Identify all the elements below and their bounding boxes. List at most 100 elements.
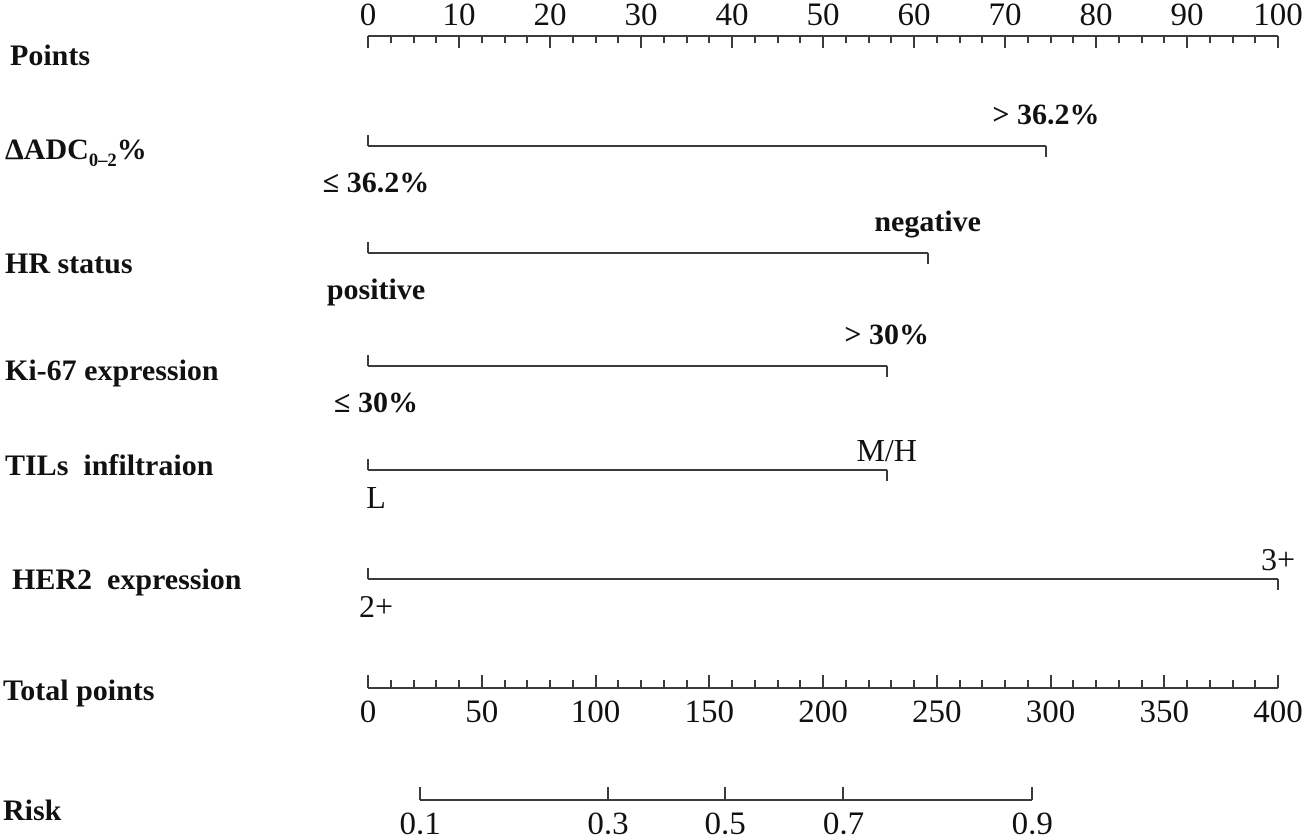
risk-axis-line — [420, 799, 1033, 801]
total-axis-minor-tick — [1004, 680, 1006, 688]
points-axis-major-tick — [731, 36, 733, 48]
row-label-adc-sub: 0–2 — [88, 150, 117, 171]
points-axis-minor-tick — [1231, 36, 1234, 43]
option-label-low: L — [366, 479, 386, 515]
total-axis-major-tick — [1049, 675, 1052, 688]
points-axis-major-tick — [1004, 36, 1006, 48]
predictor-high-tick — [1277, 579, 1279, 590]
risk-axis-tick — [419, 787, 422, 800]
points-axis-minor-tick — [1072, 36, 1075, 43]
risk-axis-tick-label: 0.9 — [1011, 806, 1053, 840]
total-axis-major-tick — [1277, 675, 1279, 688]
predictor-high-tick — [885, 470, 888, 481]
row-label-risk: Risk — [3, 793, 61, 829]
total-axis-tick-label: 200 — [798, 694, 848, 730]
total-axis-minor-tick — [776, 680, 779, 688]
total-axis-minor-tick — [1095, 680, 1097, 688]
predictor-low-tick — [367, 242, 369, 253]
total-axis-minor-tick — [412, 680, 415, 688]
predictor-line — [368, 578, 1278, 580]
points-axis-major-tick — [1186, 36, 1188, 48]
row-label-ki67: Ki-67 expression — [5, 353, 219, 389]
row-label-total-points: Total points — [3, 673, 154, 709]
points-axis-minor-tick — [753, 36, 756, 43]
points-axis-minor-tick — [685, 36, 688, 43]
total-axis-minor-tick — [1026, 680, 1029, 688]
points-axis-tick-label: 100 — [1253, 0, 1303, 33]
total-axis-minor-tick — [503, 680, 506, 688]
total-axis-minor-tick — [981, 680, 984, 688]
row-label-adc-suffix: % — [116, 133, 147, 166]
total-axis-minor-tick — [389, 680, 392, 688]
total-axis-minor-tick — [617, 680, 620, 688]
risk-axis-tick — [1031, 787, 1034, 800]
points-axis-minor-tick — [571, 36, 574, 43]
predictor-low-tick — [367, 355, 369, 366]
points-axis-major-tick — [1095, 36, 1097, 48]
total-axis-minor-tick — [867, 680, 870, 688]
row-label-points-text: Points — [10, 39, 91, 72]
row-label-total-points-text: Total points — [3, 674, 155, 707]
predictor-line — [368, 252, 928, 254]
points-axis-minor-tick — [958, 36, 961, 43]
total-axis-minor-tick — [662, 680, 665, 688]
row-label-adc: ΔADC0–2% — [5, 132, 147, 171]
option-label-low: 2+ — [358, 588, 394, 624]
points-axis-minor-tick — [799, 36, 802, 43]
points-axis-minor-tick — [776, 36, 779, 43]
total-axis-minor-tick — [1072, 680, 1075, 688]
total-axis-minor-tick — [458, 680, 460, 688]
points-axis-tick-label: 60 — [897, 0, 931, 33]
predictor-high-tick — [1044, 146, 1047, 157]
points-axis-minor-tick — [594, 36, 597, 43]
total-axis-minor-tick — [958, 680, 961, 688]
points-axis-major-tick — [822, 36, 824, 48]
total-axis-minor-tick — [1117, 680, 1120, 688]
row-label-tils-text: TILs infiltraion — [5, 449, 214, 482]
option-label-low: positive — [326, 273, 426, 306]
option-label-high: 3+ — [1260, 541, 1296, 577]
total-axis-minor-tick — [640, 680, 642, 688]
points-axis-minor-tick — [412, 36, 415, 43]
total-points-axis-line — [368, 687, 1278, 689]
total-axis-minor-tick — [913, 680, 915, 688]
total-axis-minor-tick — [1254, 680, 1257, 688]
points-axis-tick-label: 70 — [988, 0, 1022, 33]
row-label-her2-text: HER2 expression — [12, 563, 242, 596]
points-axis-tick-label: 40 — [715, 0, 749, 33]
total-axis-tick-label: 0 — [359, 694, 377, 730]
points-axis-tick-label: 10 — [442, 0, 476, 33]
option-label-high: > 30% — [844, 318, 929, 351]
total-axis-tick-label: 100 — [570, 694, 621, 730]
risk-axis-tick — [842, 787, 845, 800]
points-axis-minor-tick — [867, 36, 870, 43]
row-label-hr-status-text: HR status — [5, 247, 133, 280]
points-axis-tick-label: 0 — [359, 0, 377, 33]
option-label-high: > 36.2% — [992, 98, 1100, 131]
total-axis-minor-tick — [549, 680, 551, 688]
total-axis-tick-label: 150 — [684, 694, 735, 730]
points-axis-major-tick — [1277, 36, 1279, 48]
risk-axis-tick-label: 0.1 — [399, 806, 441, 840]
points-axis-minor-tick — [503, 36, 506, 43]
predictor-high-tick — [926, 253, 929, 264]
points-axis-minor-tick — [1208, 36, 1211, 43]
points-axis-minor-tick — [935, 36, 938, 43]
points-axis-minor-tick — [1026, 36, 1029, 43]
row-label-hr-status: HR status — [5, 246, 133, 282]
points-axis-minor-tick — [480, 36, 483, 43]
points-axis-minor-tick — [1254, 36, 1257, 43]
risk-axis-tick-label: 0.7 — [822, 806, 865, 840]
total-axis-major-tick — [1163, 675, 1166, 688]
total-axis-tick-label: 400 — [1253, 694, 1303, 730]
total-axis-minor-tick — [526, 680, 529, 688]
predictor-line — [368, 365, 887, 367]
points-axis-minor-tick — [1163, 36, 1166, 43]
option-label-low: ≤ 36.2% — [322, 166, 430, 199]
points-axis-minor-tick — [1140, 36, 1143, 43]
points-axis-tick-label: 30 — [624, 0, 658, 33]
total-axis-minor-tick — [753, 680, 756, 688]
points-axis-minor-tick — [617, 36, 620, 43]
points-axis-minor-tick — [981, 36, 984, 43]
total-axis-major-tick — [708, 675, 711, 688]
